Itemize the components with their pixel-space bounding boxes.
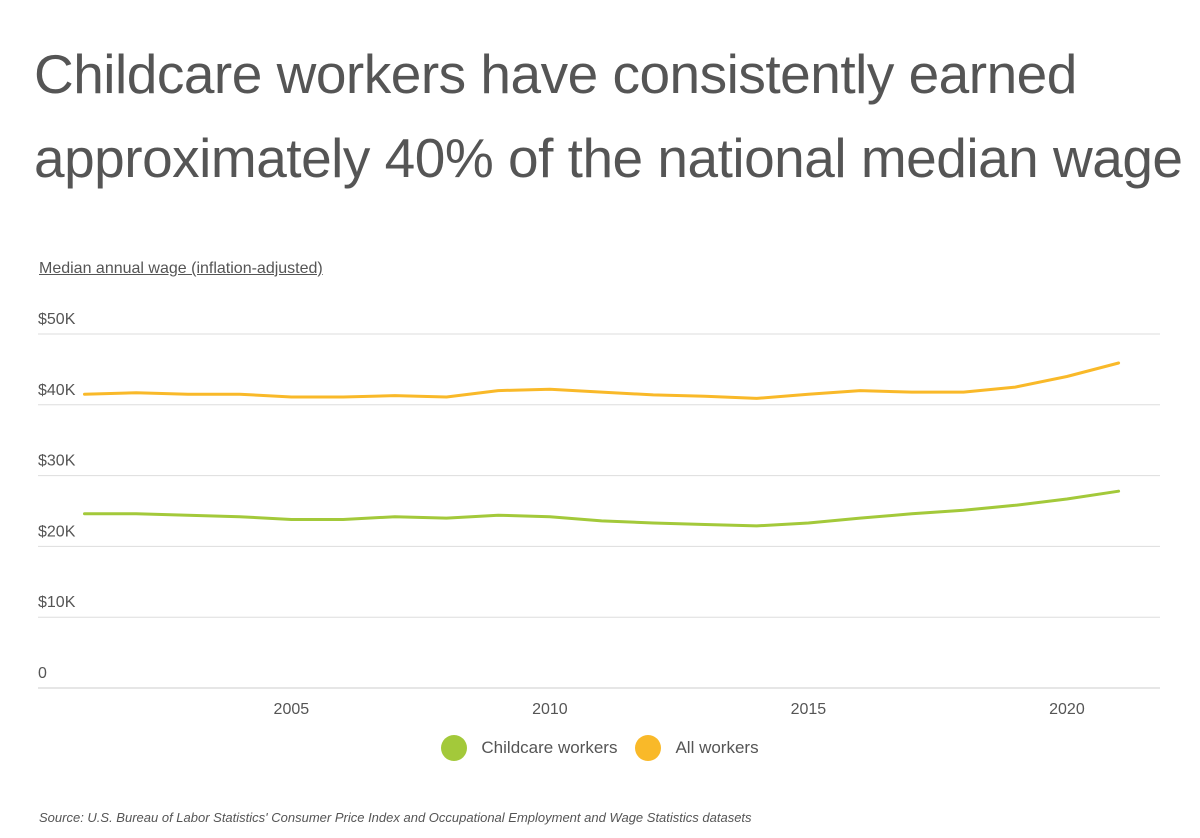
series-line-all-workers[interactable] — [83, 361, 1121, 400]
legend: Childcare workers All workers — [0, 735, 1200, 761]
legend-dot-all-workers — [635, 735, 662, 761]
chart-subtitle: Median annual wage (inflation-adjusted) — [39, 260, 323, 277]
source-note: Source: U.S. Bureau of Labor Statistics'… — [39, 810, 752, 825]
legend-label-childcare: Childcare workers — [481, 738, 618, 757]
y-tick-label: $50K — [38, 311, 76, 328]
legend-dot-childcare — [441, 735, 468, 761]
grid-lines — [38, 333, 1160, 689]
legend-item-childcare[interactable]: Childcare workers — [441, 735, 617, 761]
x-axis-ticks: 2005 2010 2015 2020 — [274, 701, 1085, 718]
y-axis-ticks: $50K $40K $30K $20K $10K 0 — [38, 311, 76, 682]
y-tick-label: 0 — [38, 665, 47, 682]
legend-item-all-workers[interactable]: All workers — [635, 735, 759, 761]
y-tick-label: $20K — [38, 523, 76, 540]
x-tick-label: 2005 — [274, 701, 310, 718]
series-line-childcare-workers[interactable] — [83, 489, 1121, 528]
y-tick-label: $10K — [38, 594, 76, 611]
y-tick-label: $30K — [38, 453, 76, 470]
legend-label-all-workers: All workers — [675, 738, 759, 757]
x-tick-label: 2010 — [532, 701, 568, 718]
line-chart: $50K $40K $30K $20K $10K 0 2005 2010 2015 2020 — [38, 311, 1160, 718]
y-tick-label: $40K — [38, 382, 76, 399]
x-tick-label: 2015 — [791, 701, 827, 718]
x-tick-label: 2020 — [1049, 701, 1085, 718]
series-lines — [83, 361, 1121, 528]
chart-title: Childcare workers have consistently earn… — [34, 43, 1183, 189]
